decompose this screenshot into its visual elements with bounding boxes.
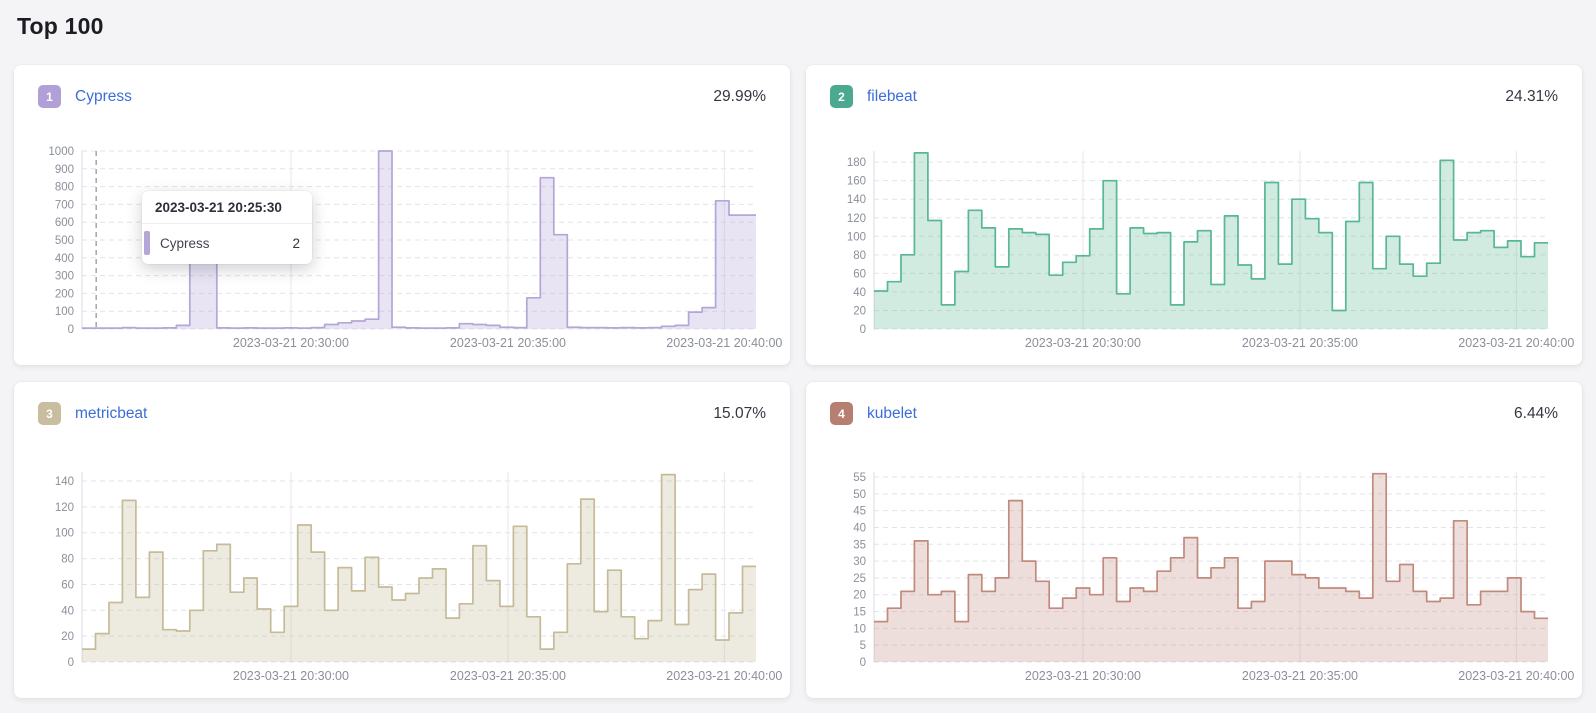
y-tick-label: 600 [55,217,74,229]
series-link-metricbeat[interactable]: metricbeat [75,404,148,422]
y-tick-label: 900 [55,164,74,176]
y-tick-label: 80 [853,250,866,262]
x-tick-label: 2023-03-21 20:30:00 [233,336,349,350]
rank-badge: 2 [830,85,853,108]
y-tick-label: 160 [847,176,866,188]
panel-header: 1 Cypress 29.99% [38,85,766,108]
panel-kubelet: 4 kubelet 6.44% 55 50 45 40 35 30 25 20 15 10 5 0 20… [806,382,1582,698]
y-tick-label: 200 [55,288,74,300]
panel-header: 2 filebeat 24.31% [830,85,1558,108]
y-tick-label: 700 [55,199,74,211]
percent-value: 6.44% [1514,404,1558,422]
x-tick-label: 2023-03-21 20:30:00 [1025,669,1141,683]
y-tick-label: 0 [860,657,866,669]
chart-area-filebeat[interactable]: 180 160 140 120 100 80 60 40 20 0 2023-03-21 20:30… [830,143,1574,355]
y-tick-label: 50 [853,489,866,501]
chart-canvas-filebeat: 180 160 140 120 100 80 60 40 20 0 2023-03-21 20:30… [847,151,1574,350]
y-tick-label: 40 [853,287,866,299]
chart-tooltip: 2023-03-21 20:25:30 Cypress 2 [142,191,312,264]
y-tick-label: 25 [853,573,866,585]
series-line [874,472,1548,623]
percent-value: 15.07% [713,404,766,422]
page-title: Top 100 [17,13,104,39]
series-line [82,473,756,650]
y-tick-label: 15 [853,607,866,619]
x-tick-label: 2023-03-21 20:40:00 [1458,669,1574,683]
percent-value: 24.31% [1505,87,1558,105]
y-tick-label: 80 [61,554,74,566]
x-tick-label: 2023-03-21 20:35:00 [1242,336,1358,350]
y-tick-label: 1000 [48,146,74,158]
y-tick-label: 5 [860,640,866,652]
y-tick-label: 10 [853,623,866,635]
series-link-cypress[interactable]: Cypress [75,87,132,105]
y-tick-label: 120 [55,502,74,514]
series-line [874,152,1548,312]
x-tick-label: 2023-03-21 20:30:00 [1025,336,1141,350]
y-tick-label: 0 [860,324,866,336]
y-tick-label: 40 [853,522,866,534]
panel-cypress: 1 Cypress 29.99% 1000 900 800 700 600 500 400 3… [14,65,790,365]
y-tick-label: 500 [55,235,74,247]
chart-area-metricbeat[interactable]: 140 120 100 80 60 40 20 0 2023-03-21 20:30:00 202… [38,464,782,688]
y-tick-label: 35 [853,539,866,551]
y-tick-label: 300 [55,271,74,283]
series-link-filebeat[interactable]: filebeat [867,87,917,105]
y-tick-label: 140 [55,476,74,488]
tooltip-timestamp: 2023-03-21 20:25:30 [142,191,312,224]
y-tick-label: 180 [847,157,866,169]
rank-badge: 1 [38,85,61,108]
chart-canvas-metricbeat: 140 120 100 80 60 40 20 0 2023-03-21 20:30:00 202… [55,472,782,683]
chart-area-cypress[interactable]: 1000 900 800 700 600 500 400 300 200 100 0 2023-03-… [38,143,782,355]
x-tick-label: 2023-03-21 20:40:00 [1458,336,1574,350]
x-tick-label: 2023-03-21 20:35:00 [450,669,566,683]
y-tick-label: 60 [853,268,866,280]
y-tick-label: 100 [55,306,74,318]
panel-filebeat: 2 filebeat 24.31% 180 160 140 120 100 80 60 40 2… [806,65,1582,365]
y-tick-label: 800 [55,182,74,194]
y-tick-label: 20 [853,590,866,602]
y-tick-label: 55 [853,472,866,484]
series-area [82,474,756,662]
y-tick-label: 40 [61,605,74,617]
percent-value: 29.99% [713,87,766,105]
tooltip-series-name: Cypress [160,235,210,251]
x-tick-label: 2023-03-21 20:40:00 [666,336,782,350]
tooltip-series-value: 2 [292,235,300,251]
y-tick-label: 120 [847,213,866,225]
chart-area-kubelet[interactable]: 55 50 45 40 35 30 25 20 15 10 5 0 2023-03-21 20:30:0… [830,464,1574,688]
x-tick-label: 2023-03-21 20:35:00 [1242,669,1358,683]
panel-grid: 1 Cypress 29.99% 1000 900 800 700 600 500 400 3… [0,65,1596,698]
series-link-kubelet[interactable]: kubelet [867,404,917,422]
panel-metricbeat: 3 metricbeat 15.07% 140 120 100 80 60 40 20 0 20… [14,382,790,698]
y-tick-label: 45 [853,506,866,518]
y-tick-label: 20 [853,305,866,317]
y-tick-label: 140 [847,194,866,206]
x-tick-label: 2023-03-21 20:30:00 [233,669,349,683]
y-tick-label: 60 [61,579,74,591]
y-tick-label: 100 [847,231,866,243]
y-tick-label: 30 [853,556,866,568]
y-tick-label: 0 [68,324,74,336]
y-tick-label: 20 [61,631,74,643]
rank-badge: 4 [830,402,853,425]
tooltip-series-row: Cypress 2 [142,224,312,264]
y-tick-label: 0 [68,657,74,669]
panel-header: 3 metricbeat 15.07% [38,402,766,425]
rank-badge: 3 [38,402,61,425]
x-tick-label: 2023-03-21 20:40:00 [666,669,782,683]
x-tick-label: 2023-03-21 20:35:00 [450,336,566,350]
panel-header: 4 kubelet 6.44% [830,402,1558,425]
tooltip-series-marker [144,231,150,255]
y-tick-label: 400 [55,253,74,265]
y-tick-label: 100 [55,528,74,540]
